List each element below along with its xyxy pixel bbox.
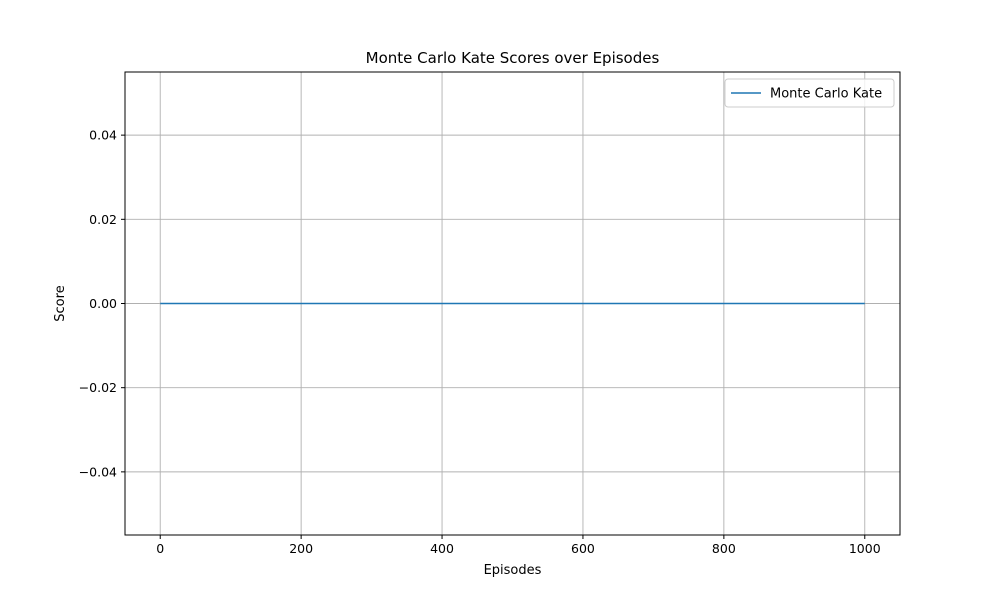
legend: Monte Carlo Kate [724,78,895,108]
legend-label: Monte Carlo Kate [770,87,882,102]
x-tick-label: 1000 [849,541,881,556]
chart-title: Monte Carlo Kate Scores over Episodes [366,49,660,67]
y-tick-label: 0.00 [89,296,117,311]
x-tick-label: 200 [289,541,313,556]
x-tick-label: 400 [430,541,454,556]
legend-box [724,78,895,108]
y-tick-label: −0.02 [79,380,117,395]
y-axis-label: Score [53,285,68,321]
x-tick-label: 600 [571,541,595,556]
y-tick-label: 0.02 [89,212,117,227]
y-tick-label: −0.04 [79,464,117,479]
x-tick-label: 800 [712,541,736,556]
x-axis-label: Episodes [484,563,542,578]
axis-ticks: 0 200 400 600 800 1000 −0.04 −0.02 0.00 0.02 0.04 [79,128,881,556]
y-tick-label: 0.04 [89,128,117,143]
x-tick-label: 0 [156,541,164,556]
